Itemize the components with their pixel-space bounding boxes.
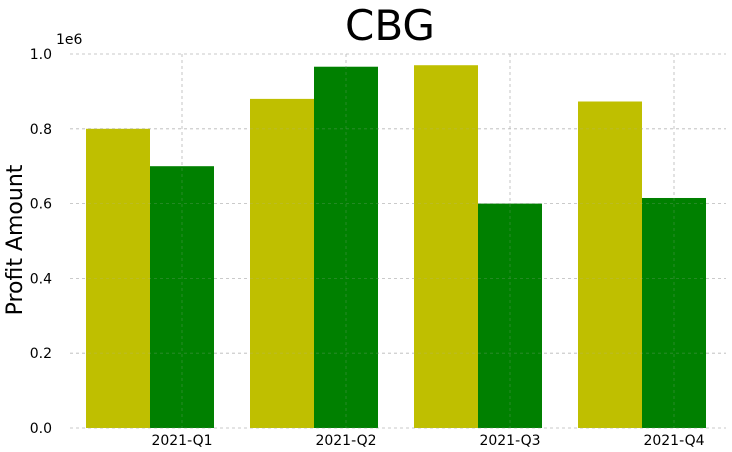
- x-tick-label: 2021-Q1: [151, 433, 212, 449]
- bars: [86, 65, 706, 429]
- y-tick-label: 1.0: [30, 47, 52, 63]
- y-tick-label: 0.8: [30, 122, 52, 138]
- x-tick-label: 2021-Q4: [643, 433, 704, 449]
- y-axis-label: Profit Amount: [3, 164, 28, 315]
- x-tick-label: 2021-Q3: [479, 433, 540, 449]
- y-tick-labels: 0.0 0.2 0.4 0.6 0.8 1.0: [30, 47, 52, 437]
- y-tick-label: 0.2: [30, 346, 52, 362]
- x-tick-label: 2021-Q2: [315, 433, 376, 449]
- bar-2021-Q4-series-1: [578, 101, 642, 429]
- x-tick-labels: 2021-Q1 2021-Q2 2021-Q3 2021-Q4: [151, 433, 704, 449]
- chart-title: CBG: [345, 1, 435, 50]
- bar-2021-Q1-series-2: [150, 166, 214, 428]
- y-tick-label: 0.6: [30, 197, 52, 213]
- bar-2021-Q2-series-1: [250, 98, 314, 428]
- bar-2021-Q4-series-2: [642, 197, 706, 428]
- bar-2021-Q3-series-1: [414, 65, 478, 428]
- bar-2021-Q3-series-2: [478, 203, 542, 428]
- grid-overlay: [70, 53, 726, 429]
- y-tick-label: 0.0: [30, 421, 52, 437]
- bar-2021-Q1-series-1: [86, 128, 150, 429]
- y-tick-label: 0.4: [30, 271, 52, 287]
- bar-2021-Q2-series-2: [314, 66, 378, 428]
- y-axis-offset-label: 1e6: [56, 32, 83, 48]
